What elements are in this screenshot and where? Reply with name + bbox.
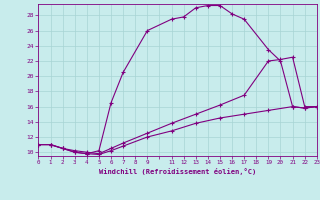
X-axis label: Windchill (Refroidissement éolien,°C): Windchill (Refroidissement éolien,°C) (99, 168, 256, 175)
